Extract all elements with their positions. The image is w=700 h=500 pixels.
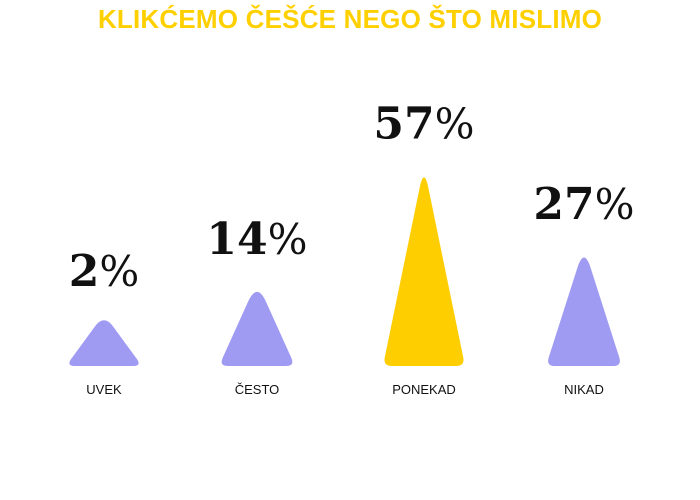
- value-label-uvek: 2%: [69, 246, 140, 297]
- bar-ponekad: [384, 177, 464, 366]
- category-label-nikad: NIKAD: [564, 382, 604, 397]
- value-label-nikad: 27%: [533, 179, 634, 230]
- bar-nikad: [548, 257, 620, 366]
- chart-marks: 2% UVEK 14% ČESTO 57% PONEKAD 27% NIKAD: [69, 99, 635, 397]
- bar-uvek: [69, 320, 139, 366]
- category-label-uvek: UVEK: [86, 382, 122, 397]
- bar-često: [221, 291, 293, 366]
- category-label-često: ČESTO: [235, 382, 280, 397]
- chart-title: KLIKĆEMO ČEŠĆE NEGO ŠTO MISLIMO: [97, 4, 603, 34]
- value-label-ponekad: 57%: [373, 99, 474, 150]
- category-label-ponekad: PONEKAD: [392, 382, 456, 397]
- value-label-često: 14%: [206, 214, 307, 265]
